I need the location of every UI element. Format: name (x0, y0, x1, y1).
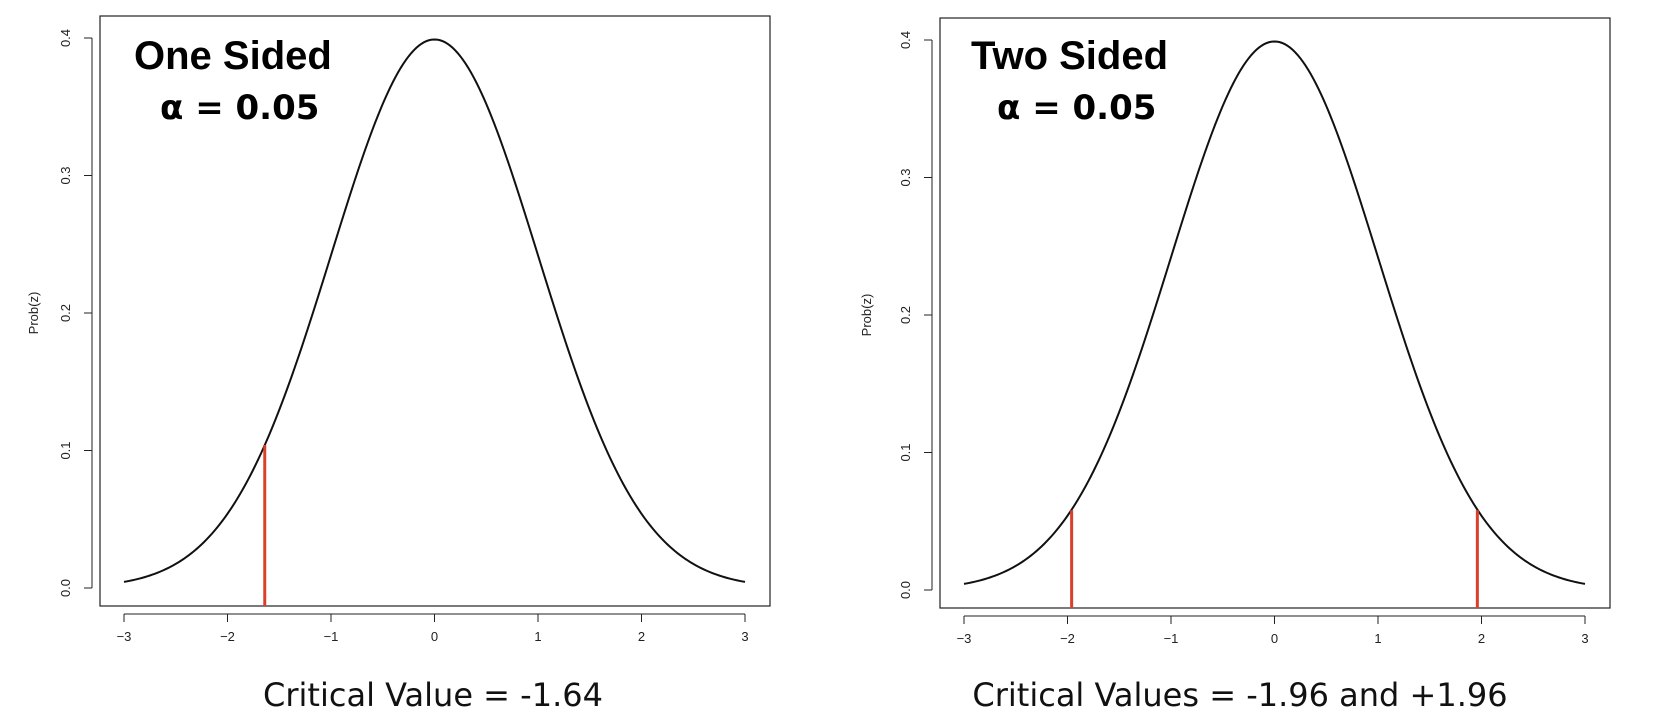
y-tick-label: 0.3 (58, 166, 73, 184)
plot-one-sided: −3 −2 −1 0 1 2 3 0.0 0.1 0.2 0.3 0.4 Prob(z) (26, 15, 771, 644)
critical-value-caption: Critical Values = -1.96 and +1.96 (972, 676, 1508, 714)
x-tick-label: 3 (1581, 631, 1588, 646)
alpha-label: α = 0.05 (997, 88, 1157, 128)
x-tick-label: 3 (741, 629, 748, 644)
x-tick-label: 1 (1374, 631, 1381, 646)
x-tick-label: 0 (431, 629, 438, 644)
alpha-label: α = 0.05 (160, 88, 320, 128)
y-tick-label: 0.3 (898, 168, 913, 186)
plot-two-sided: −3 −2 −1 0 1 2 3 0.0 0.1 0.2 0.3 0.4 Prob(z) (859, 17, 1611, 646)
y-tick-label: 0.4 (898, 31, 913, 49)
y-tick-label: 0.2 (898, 306, 913, 324)
critical-value-caption: Critical Value = -1.64 (263, 676, 603, 714)
y-tick-label: 0.1 (898, 443, 913, 461)
y-tick-label: 0.4 (58, 29, 73, 47)
x-tick-label: −3 (957, 631, 972, 646)
plot-frame (939, 17, 1611, 609)
y-tick-label: 0.2 (58, 304, 73, 322)
plot-frame (99, 15, 771, 607)
x-tick-label: −3 (117, 629, 132, 644)
chart-title: One Sided (134, 34, 332, 78)
x-tick-label: 1 (534, 629, 541, 644)
y-tick-label: 0.1 (58, 441, 73, 459)
y-tick-label: 0.0 (58, 579, 73, 597)
chart-panel-one-sided: −3 −2 −1 0 1 2 3 0.0 0.1 0.2 0.3 0.4 Prob(z) One Sid… (26, 15, 771, 714)
x-tick-label: 2 (1478, 631, 1485, 646)
y-axis-label: Prob(z) (26, 292, 41, 335)
x-tick-label: −1 (1164, 631, 1179, 646)
x-tick-label: −2 (1060, 631, 1075, 646)
x-tick-label: −2 (220, 629, 235, 644)
x-tick-label: 0 (1271, 631, 1278, 646)
x-tick-label: −1 (324, 629, 339, 644)
y-tick-label: 0.0 (898, 581, 913, 599)
x-tick-label: 2 (638, 629, 645, 644)
y-axis-label: Prob(z) (859, 294, 874, 337)
density-curve (963, 40, 1586, 585)
density-curve (123, 38, 746, 583)
chart-title: Two Sided (971, 34, 1169, 78)
chart-panel-two-sided: −3 −2 −1 0 1 2 3 0.0 0.1 0.2 0.3 0.4 Prob(z) Two Sid… (833, 0, 1666, 722)
